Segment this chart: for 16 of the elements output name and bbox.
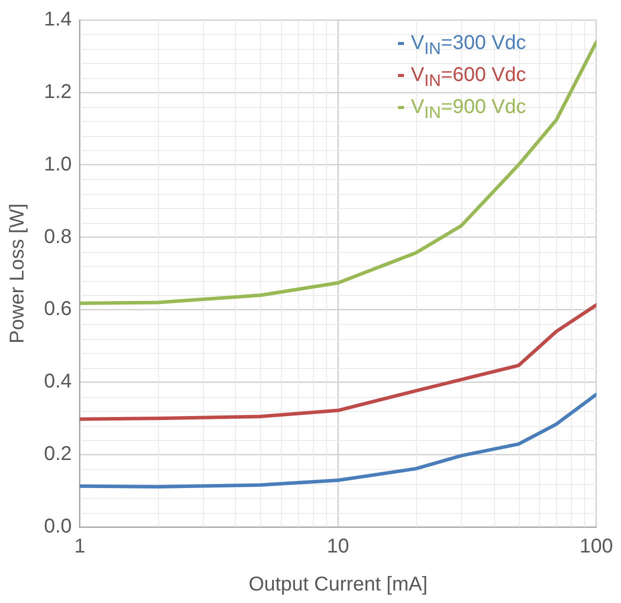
y-axis-title: Power Loss [W] — [6, 203, 29, 344]
y-tick-label: 0.4 — [44, 370, 72, 393]
x-tick-label: 100 — [580, 536, 614, 558]
y-tick-label: 1.2 — [44, 80, 72, 103]
y-tick-label: 0.6 — [44, 298, 72, 320]
y-tick-label: 1.4 — [44, 8, 72, 31]
x-tick-label: 1 — [74, 536, 86, 558]
legend-label: V$_{IN}$=300 Vdc — [410, 32, 526, 58]
y-tick-label: 1.0 — [44, 153, 72, 176]
legend-label: V$_{IN}$=600 Vdc — [410, 64, 526, 90]
x-axis-title: Output Current [mA] — [248, 574, 428, 596]
y-tick-label: 0.8 — [44, 226, 72, 248]
y-tick-label: 0.0 — [44, 516, 72, 538]
x-tick-label: 10 — [326, 536, 350, 558]
legend-label: V$_{IN}$=900 Vdc — [410, 96, 526, 122]
y-tick-label: 0.2 — [44, 443, 72, 466]
